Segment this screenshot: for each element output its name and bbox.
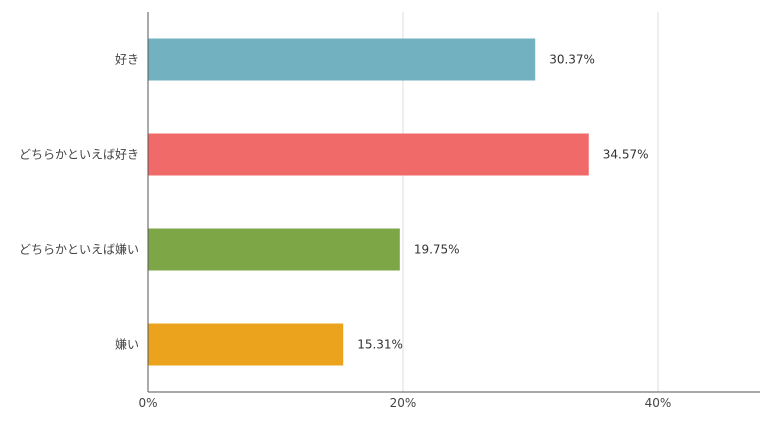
bars [148,38,589,366]
x-axis-ticks: 0% 20% 40% [138,396,671,410]
bar-1 [148,133,589,176]
bar-0 [148,38,536,81]
x-tick-label: 0% [138,396,157,410]
data-labels: 30.37% 34.57% 19.75% 15.31% [357,53,648,352]
data-label: 34.57% [603,148,649,162]
category-label: どちらかといえば好き [19,148,139,162]
x-tick-label: 40% [645,396,672,410]
data-label: 15.31% [357,338,403,352]
category-label: どちらかといえば嫌い [19,243,139,257]
data-label: 30.37% [549,53,595,67]
category-label: 好き [115,53,139,67]
data-label: 19.75% [414,243,460,257]
bar-2 [148,228,400,271]
x-tick-label: 20% [390,396,417,410]
bar-3 [148,323,344,366]
category-label: 嫌い [115,338,139,352]
